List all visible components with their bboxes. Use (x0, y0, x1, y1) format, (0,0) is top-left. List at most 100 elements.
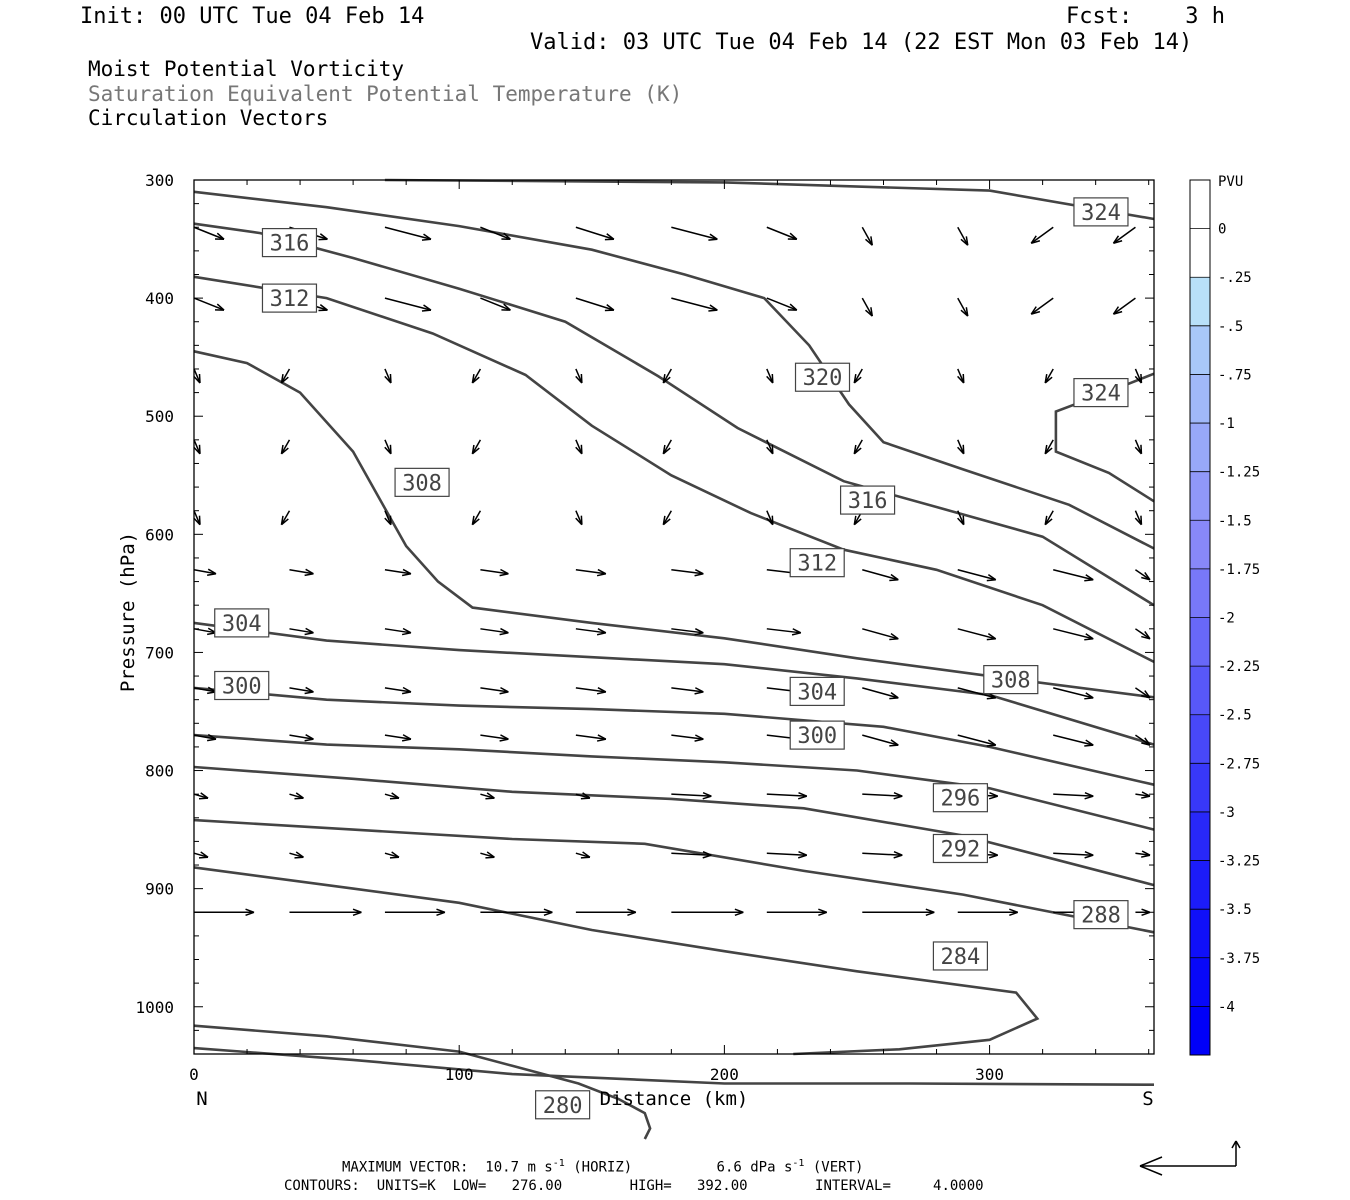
x-axis-end-south: S (1142, 1088, 1153, 1110)
circulation-vector (289, 908, 362, 917)
pv-colorbar: 0 -.25 -.5 -.75 -1 -1.25 -1.5 -1.75 -2 -2.25 -2.5 -… (1189, 179, 1260, 1056)
circulation-vector (1135, 687, 1151, 699)
colorbar-segment (1190, 520, 1210, 569)
circulation-vector (862, 569, 899, 582)
contour-label-280: 280 (535, 1090, 591, 1120)
circulation-vector (766, 908, 828, 917)
circulation-vector (671, 568, 704, 577)
colorbar-label: -3.25 (1218, 854, 1260, 870)
field-title-vectors: Circulation Vectors (88, 106, 329, 130)
contour-label-324: 324 (1073, 377, 1129, 408)
colorbar-label: -2.5 (1218, 708, 1252, 724)
circulation-vector (957, 297, 969, 317)
circulation-vector (193, 510, 201, 526)
circulation-vector (1053, 851, 1094, 859)
circulation-vector (862, 908, 935, 917)
circulation-vector (766, 368, 774, 384)
circulation-vector (289, 734, 314, 742)
colorbar-segment (1190, 860, 1210, 910)
circulation-vector (384, 368, 392, 384)
circulation-vector (193, 297, 225, 311)
max-vector-horiz: 10.7 m s (485, 1159, 553, 1176)
contour-label-text: 316 (848, 489, 888, 514)
colorbar-segment (1190, 277, 1210, 326)
circulation-vector (862, 851, 903, 859)
contour-label-text: 308 (991, 669, 1031, 694)
max-vector-label: MAXIMUM VECTOR: (342, 1159, 469, 1176)
x-tick-label: 0 (189, 1065, 199, 1084)
circulation-vector (1044, 510, 1054, 526)
circulation-vector (662, 510, 672, 526)
plot-frame (193, 179, 1155, 1055)
contour-276 (193, 1046, 1155, 1086)
circulation-vector (766, 439, 774, 455)
circulation-vector (1135, 734, 1151, 746)
y-tick-label: 900 (145, 880, 174, 899)
contour-label-292: 292 (932, 833, 989, 864)
circulation-vector (471, 368, 482, 384)
circulation-vector (1135, 569, 1151, 581)
circulation-vector (853, 368, 863, 384)
axes: 0 100 200 300 300 400 500 600 700 800 900 1000 (135, 171, 1155, 1084)
contour-label-284: 284 (932, 941, 989, 971)
circulation-vector (384, 226, 432, 241)
contour-324 (384, 178, 1155, 221)
contour-label-text: 300 (797, 724, 837, 749)
init-time: Init: 00 UTC Tue 04 Feb 14 (80, 4, 425, 29)
colorbar-label: -3.5 (1218, 902, 1252, 918)
contour-label-300: 300 (214, 670, 270, 701)
contour-label-288: 288 (1073, 900, 1129, 930)
circulation-vector (193, 226, 225, 240)
field-title-thetae: Saturation Equivalent Potential Temperat… (88, 82, 683, 106)
contour-288 (193, 818, 1155, 934)
circulation-vector (1135, 908, 1151, 917)
contour-label-300: 300 (789, 720, 845, 750)
contour-label-text: 300 (222, 675, 262, 700)
circulation-vector (957, 628, 997, 641)
contour-label-308: 308 (983, 664, 1039, 695)
circulation-vector (280, 510, 291, 526)
circulation-vector (1135, 791, 1151, 799)
colorbar-label: -.75 (1218, 367, 1252, 383)
contour-label-316: 316 (261, 227, 318, 258)
circulation-vector (193, 792, 209, 800)
circulation-vector (1053, 791, 1094, 800)
colorbar-label: -2 (1218, 611, 1235, 627)
circulation-vector (766, 510, 774, 526)
colorbar-label: -.5 (1218, 319, 1243, 335)
y-tick-label: 400 (145, 289, 174, 308)
circulation-vector (1135, 628, 1151, 640)
circulation-vector (193, 439, 201, 455)
y-tick-label: 600 (145, 525, 174, 544)
valid-time: Valid: 03 UTC Tue 04 Feb 14 (22 EST Mon … (530, 30, 1193, 55)
circulation-vector (480, 297, 511, 311)
circulation-vector (957, 908, 1019, 917)
contour-label-text: 284 (941, 945, 981, 970)
colorbar-segment (1190, 423, 1210, 472)
circulation-vector (480, 908, 553, 917)
circulation-vector (1044, 368, 1054, 384)
y-tick-label: 300 (145, 171, 174, 190)
colorbar-segment (1190, 666, 1210, 715)
colorbar-label: -3.75 (1218, 951, 1260, 967)
colorbar-segment (1190, 617, 1210, 667)
colorbar-segment (1190, 909, 1210, 958)
circulation-vector (575, 687, 607, 695)
colorbar-label: -1 (1218, 416, 1235, 432)
colorbar-label: 0 (1218, 222, 1226, 238)
contour-304 (193, 621, 1155, 746)
contour-label-324: 324 (1073, 197, 1129, 227)
circulation-vector (1134, 510, 1143, 526)
circulation-vector (671, 791, 712, 800)
contour-label-text: 320 (803, 366, 843, 391)
circulation-vector (575, 734, 607, 742)
circulation-vector (575, 792, 591, 800)
circulation-vector (289, 627, 314, 636)
x-tick-label: 200 (710, 1065, 739, 1084)
circulation-vector (1053, 628, 1094, 641)
contour-label-text: 296 (941, 787, 981, 812)
contour-label-304: 304 (214, 608, 270, 638)
circulation-vector (1135, 850, 1151, 858)
colorbar-label: -.25 (1218, 270, 1252, 286)
colorbar-segment (1190, 1006, 1210, 1055)
